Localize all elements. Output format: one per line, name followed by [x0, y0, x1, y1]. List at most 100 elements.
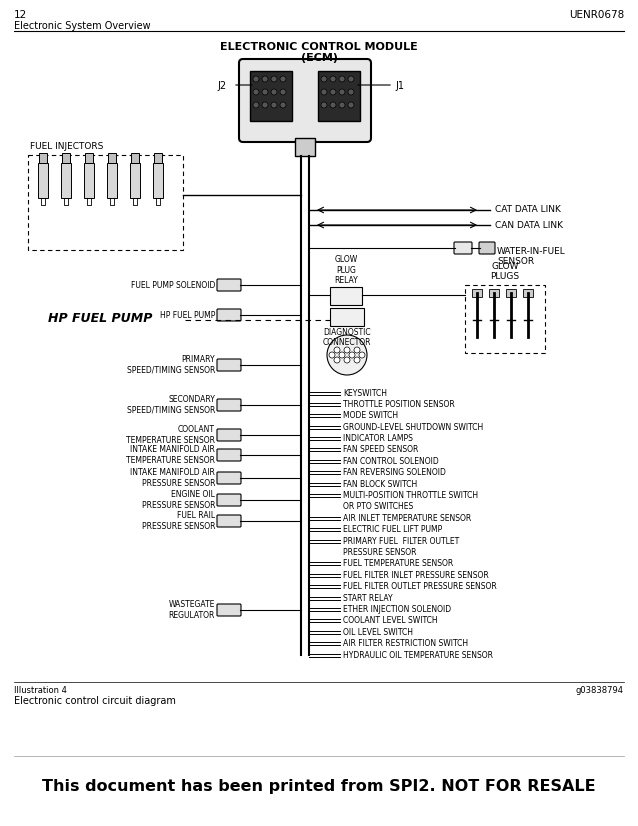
Text: FAN BLOCK SWITCH: FAN BLOCK SWITCH — [343, 480, 417, 489]
Circle shape — [359, 352, 365, 358]
Circle shape — [280, 76, 286, 82]
Bar — [85, 153, 93, 163]
Circle shape — [321, 76, 327, 82]
FancyBboxPatch shape — [217, 429, 241, 441]
FancyBboxPatch shape — [217, 515, 241, 527]
Circle shape — [339, 89, 345, 95]
Bar — [62, 153, 70, 163]
Circle shape — [348, 89, 354, 95]
Bar — [250, 71, 292, 121]
Text: GLOW
PLUG
RELAY: GLOW PLUG RELAY — [334, 255, 358, 285]
Text: HP FUEL PUMP: HP FUEL PUMP — [48, 311, 152, 325]
Circle shape — [354, 347, 360, 353]
Bar — [61, 163, 71, 198]
Text: COOLANT LEVEL SWITCH: COOLANT LEVEL SWITCH — [343, 616, 438, 625]
Bar — [131, 153, 139, 163]
Bar — [330, 308, 364, 326]
Text: GLOW
PLUGS: GLOW PLUGS — [491, 262, 519, 281]
Text: Illustration 4: Illustration 4 — [14, 686, 67, 695]
Circle shape — [280, 102, 286, 108]
Circle shape — [253, 89, 259, 95]
Circle shape — [321, 102, 327, 108]
Text: FUEL TEMPERATURE SENSOR: FUEL TEMPERATURE SENSOR — [343, 559, 453, 568]
Bar — [153, 163, 163, 198]
Bar — [39, 153, 47, 163]
Circle shape — [330, 102, 336, 108]
Bar — [130, 163, 140, 198]
Bar — [84, 163, 94, 198]
Bar — [28, 155, 183, 250]
Text: Electronic System Overview: Electronic System Overview — [14, 21, 151, 31]
Circle shape — [262, 76, 268, 82]
Bar — [506, 289, 516, 297]
Text: MULTI-POSITION THROTTLE SWITCH: MULTI-POSITION THROTTLE SWITCH — [343, 491, 478, 500]
Text: START RELAY: START RELAY — [343, 594, 392, 602]
Bar — [489, 289, 499, 297]
Text: UENR0678: UENR0678 — [568, 10, 624, 20]
Circle shape — [271, 76, 277, 82]
Text: AIR INLET TEMPERATURE SENSOR: AIR INLET TEMPERATURE SENSOR — [343, 514, 471, 523]
Circle shape — [253, 76, 259, 82]
Text: ETHER INJECTION SOLENOID: ETHER INJECTION SOLENOID — [343, 605, 451, 614]
Text: FUEL PUMP SOLENOID: FUEL PUMP SOLENOID — [131, 281, 215, 289]
Text: OR PTO SWITCHES: OR PTO SWITCHES — [343, 502, 413, 511]
Text: FUEL FILTER INLET PRESSURE SENSOR: FUEL FILTER INLET PRESSURE SENSOR — [343, 571, 489, 580]
Circle shape — [330, 89, 336, 95]
Bar — [465, 285, 545, 353]
Bar — [318, 71, 360, 121]
FancyBboxPatch shape — [217, 494, 241, 506]
Circle shape — [262, 89, 268, 95]
FancyBboxPatch shape — [217, 604, 241, 616]
FancyBboxPatch shape — [217, 399, 241, 411]
FancyBboxPatch shape — [217, 472, 241, 484]
Circle shape — [339, 352, 345, 358]
Text: FAN REVERSING SOLENOID: FAN REVERSING SOLENOID — [343, 468, 446, 477]
Text: KEYSWITCH: KEYSWITCH — [343, 388, 387, 397]
FancyBboxPatch shape — [217, 359, 241, 371]
Text: 12: 12 — [14, 10, 27, 20]
Text: WASTEGATE
REGULATOR: WASTEGATE REGULATOR — [168, 601, 215, 620]
Bar — [107, 163, 117, 198]
FancyBboxPatch shape — [239, 59, 371, 142]
Circle shape — [334, 357, 340, 363]
Text: ELECTRONIC CONTROL MODULE: ELECTRONIC CONTROL MODULE — [220, 42, 418, 52]
Circle shape — [348, 76, 354, 82]
Text: SECONDARY
SPEED/TIMING SENSOR: SECONDARY SPEED/TIMING SENSOR — [126, 396, 215, 415]
Circle shape — [280, 89, 286, 95]
Circle shape — [321, 89, 327, 95]
Text: (ECM): (ECM) — [300, 53, 338, 63]
Text: PRIMARY
SPEED/TIMING SENSOR: PRIMARY SPEED/TIMING SENSOR — [126, 355, 215, 375]
Text: CAT DATA LINK: CAT DATA LINK — [495, 206, 561, 215]
Bar — [295, 138, 315, 156]
Text: THROTTLE POSITION SENSOR: THROTTLE POSITION SENSOR — [343, 400, 455, 409]
Text: INTAKE MANIFOLD AIR
TEMPERATURE SENSOR: INTAKE MANIFOLD AIR TEMPERATURE SENSOR — [126, 445, 215, 465]
FancyBboxPatch shape — [217, 279, 241, 291]
Circle shape — [253, 102, 259, 108]
Text: ENGINE OIL
PRESSURE SENSOR: ENGINE OIL PRESSURE SENSOR — [142, 491, 215, 510]
FancyBboxPatch shape — [217, 449, 241, 461]
Text: FUEL RAIL
PRESSURE SENSOR: FUEL RAIL PRESSURE SENSOR — [142, 511, 215, 530]
Circle shape — [349, 352, 355, 358]
Text: HYDRAULIC OIL TEMPERATURE SENSOR: HYDRAULIC OIL TEMPERATURE SENSOR — [343, 651, 493, 659]
Circle shape — [271, 102, 277, 108]
Text: PRESSURE SENSOR: PRESSURE SENSOR — [343, 548, 417, 557]
Text: PRIMARY FUEL  FILTER OUTLET: PRIMARY FUEL FILTER OUTLET — [343, 537, 459, 546]
Text: INTAKE MANIFOLD AIR
PRESSURE SENSOR: INTAKE MANIFOLD AIR PRESSURE SENSOR — [130, 468, 215, 487]
Text: FUEL INJECTORS: FUEL INJECTORS — [30, 142, 103, 151]
Circle shape — [329, 352, 335, 358]
Text: AIR FILTER RESTRICTION SWITCH: AIR FILTER RESTRICTION SWITCH — [343, 639, 468, 648]
FancyBboxPatch shape — [217, 309, 241, 321]
Circle shape — [327, 335, 367, 375]
Text: HP FUEL PUMP: HP FUEL PUMP — [160, 311, 215, 320]
Text: MODE SWITCH: MODE SWITCH — [343, 411, 398, 420]
Text: J2: J2 — [218, 81, 227, 91]
Circle shape — [262, 102, 268, 108]
FancyBboxPatch shape — [454, 242, 472, 254]
Text: DIAGNOSTIC
CONNECTOR: DIAGNOSTIC CONNECTOR — [323, 328, 371, 348]
Text: Electronic control circuit diagram: Electronic control circuit diagram — [14, 696, 176, 706]
Circle shape — [330, 76, 336, 82]
Text: GROUND-LEVEL SHUTDOWN SWITCH: GROUND-LEVEL SHUTDOWN SWITCH — [343, 423, 483, 432]
Circle shape — [334, 347, 340, 353]
Text: g03838794: g03838794 — [576, 686, 624, 695]
Text: FAN CONTROL SOLENOID: FAN CONTROL SOLENOID — [343, 457, 439, 466]
